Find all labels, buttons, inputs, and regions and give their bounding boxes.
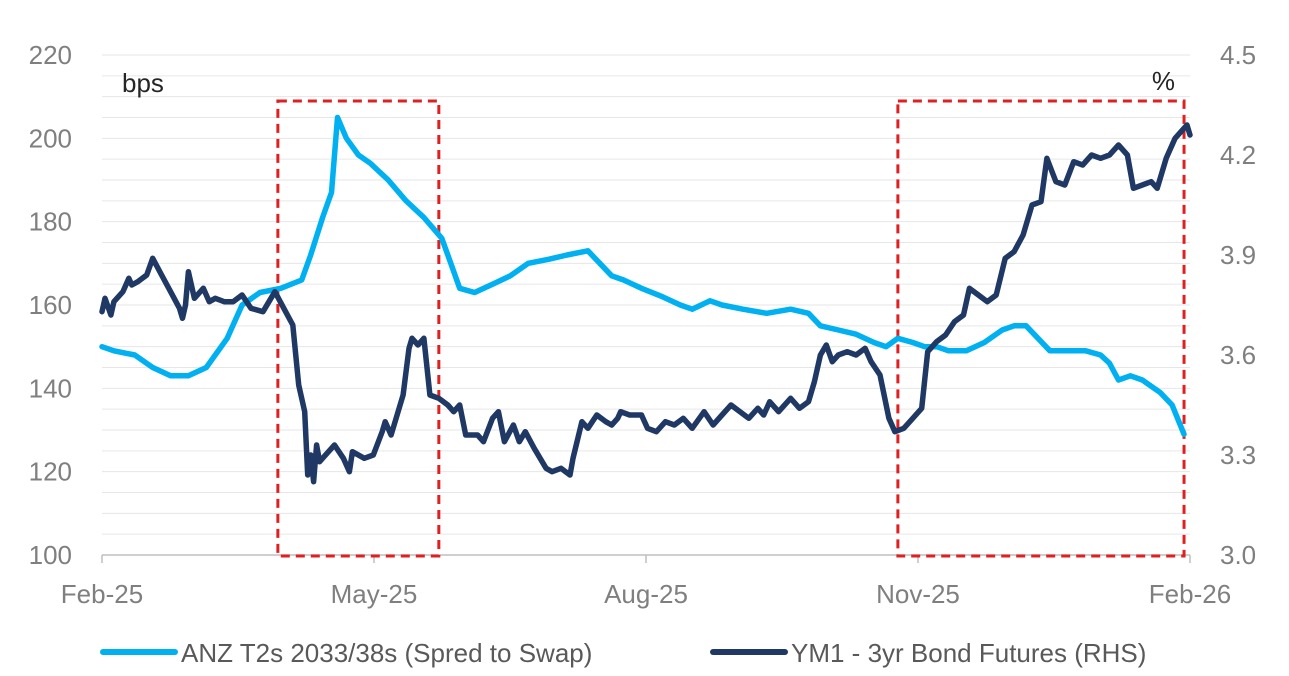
x-tick-label: Nov-25: [876, 579, 960, 609]
left-tick-label: 160: [29, 290, 72, 320]
right-tick-label: 3.0: [1220, 540, 1256, 570]
axis-labels: Feb-25 May-25 Aug-25 Nov-25 Feb-26 100 120 140 1…: [29, 40, 1257, 609]
left-tick-label: 140: [29, 373, 72, 403]
highlight-boxes: [276, 99, 1186, 558]
left-tick-label: 100: [29, 540, 72, 570]
left-tick-label: 220: [29, 40, 72, 70]
legend-label: YM1 - 3yr Bond Futures (RHS): [791, 638, 1146, 668]
series-line-anz: [99, 114, 1187, 437]
x-tick-label: May-25: [331, 579, 418, 609]
x-tick-label: Feb-26: [1149, 579, 1231, 609]
x-tick-label: Feb-25: [61, 579, 143, 609]
highlight-box: [276, 99, 441, 558]
right-tick-label: 3.6: [1220, 340, 1256, 370]
legend: ANZ T2s 2033/38s (Spred to Swap) YM1 - 3y…: [100, 638, 1146, 668]
legend-label: ANZ T2s 2033/38s (Spred to Swap): [181, 638, 592, 668]
right-unit-label: %: [1152, 66, 1175, 96]
left-unit-label: bps: [122, 68, 164, 98]
right-tick-label: 4.2: [1220, 140, 1256, 170]
gridlines: [102, 54, 1190, 535]
x-tick-label: Aug-25: [604, 579, 688, 609]
highlight-box: [896, 99, 1186, 558]
right-tick-label: 3.3: [1220, 440, 1256, 470]
series-line-ym1: [99, 122, 1193, 485]
left-tick-label: 200: [29, 123, 72, 153]
right-tick-label: 4.5: [1220, 40, 1256, 70]
left-tick-label: 120: [29, 457, 72, 487]
left-tick-label: 180: [29, 207, 72, 237]
axes: [101, 554, 1191, 563]
right-tick-label: 3.9: [1220, 240, 1256, 270]
series-lines: [99, 114, 1193, 485]
